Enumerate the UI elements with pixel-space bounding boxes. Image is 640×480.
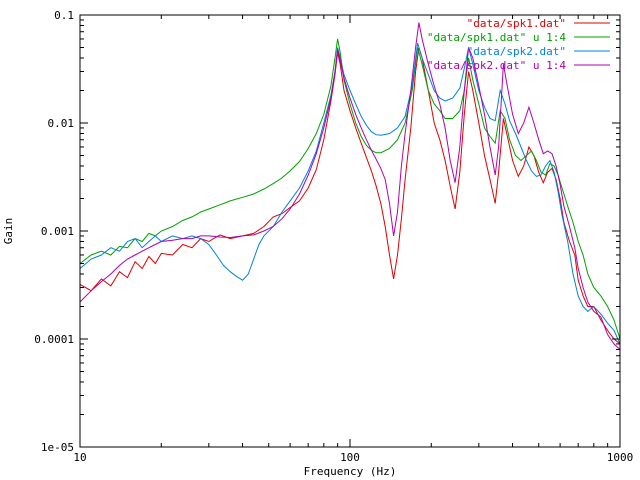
y-tick-label: 0.001 xyxy=(41,225,74,238)
series-line-1 xyxy=(79,47,621,345)
legend-entry-label: "data/spk1.dat" u 1:4 xyxy=(427,31,566,44)
series-line-3 xyxy=(79,42,621,345)
x-tick-label: 1000 xyxy=(607,451,634,464)
y-axis: 1e-05 0.0001 0.001 0.01 0.1 xyxy=(34,9,620,454)
y-tick-label: 0.0001 xyxy=(34,333,74,346)
legend: "data/spk1.dat""data/spk1.dat" u 1:4"dat… xyxy=(427,17,610,72)
x-tick-label: 100 xyxy=(340,451,360,464)
x-tick-label: 10 xyxy=(73,451,86,464)
x-axis-label: Frequency (Hz) xyxy=(304,465,397,478)
y-tick-label: 1e-05 xyxy=(41,441,74,454)
legend-entry-label: "data/spk2.dat" u 1:4 xyxy=(427,59,566,72)
legend-entry-label: "data/spk2.dat" xyxy=(467,45,566,58)
series-line-2 xyxy=(79,38,621,340)
y-axis-label: Gain xyxy=(2,218,15,245)
y-tick-label: 0.01 xyxy=(48,117,75,130)
plot-lines xyxy=(79,22,621,350)
x-axis: 10 100 1000 xyxy=(73,15,633,464)
series-line-4 xyxy=(79,22,621,350)
legend-entry-label: "data/spk1.dat" xyxy=(467,17,566,30)
y-tick-label: 0.1 xyxy=(54,9,74,22)
